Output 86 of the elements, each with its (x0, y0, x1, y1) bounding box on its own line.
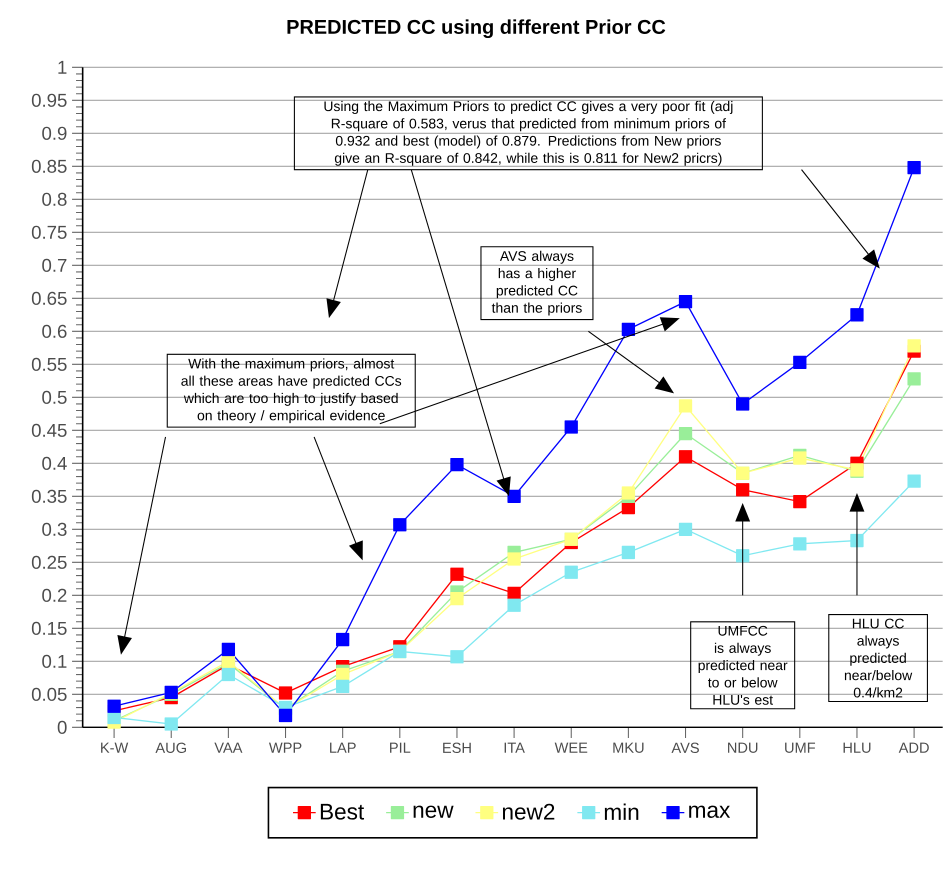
point (678, 450, 692, 464)
point (450, 650, 464, 664)
x-tick-label: PIL (390, 742, 410, 753)
chart-title: PREDICTED CC using different Prior CC (287, 19, 666, 38)
y-tick-label: 1 (58, 60, 66, 74)
x-tick-label: AUG (155, 742, 186, 753)
y-tick-label: 0.15 (32, 622, 67, 635)
legend-label: new2 (502, 804, 554, 820)
legend-label: new (414, 806, 454, 818)
point (907, 474, 921, 488)
x-tick-label: WEE (554, 742, 588, 753)
y-tick-label: 0.35 (32, 490, 67, 503)
point (507, 490, 521, 503)
y-tick-label: 0.3 (42, 522, 67, 536)
point (678, 294, 692, 308)
point (678, 399, 692, 413)
point (907, 339, 921, 352)
point (564, 566, 578, 579)
point (507, 598, 521, 612)
point (450, 458, 464, 472)
point (336, 668, 350, 682)
y-tick-label: 0.5 (42, 390, 67, 404)
y-tick-label: 0.6 (42, 324, 67, 338)
annotation: UMFCC is always predicted near to or below HLU's est (698, 626, 788, 705)
point (507, 552, 521, 566)
point (736, 483, 750, 496)
x-tick-label: ADD (898, 742, 929, 753)
y-tick-label: 0.45 (32, 424, 67, 437)
point (393, 518, 406, 532)
point (622, 486, 636, 500)
y-tick-label: 0.2 (42, 588, 66, 602)
point (564, 420, 578, 434)
point (107, 700, 121, 713)
point (736, 549, 750, 562)
x-tick-label: HLU (844, 742, 870, 753)
x-tick-label: K-W (101, 742, 128, 753)
point (278, 708, 292, 722)
y-tick-label: 0.8 (42, 192, 67, 206)
x-tick-label: VAA (214, 742, 242, 753)
legend-label: min (604, 803, 638, 820)
x-tick-label: LAP (330, 742, 356, 753)
x-tick-label: WPP (268, 742, 302, 753)
point (336, 680, 350, 694)
point (278, 686, 292, 700)
point (736, 397, 750, 411)
x-tick-label: MKU (613, 742, 644, 753)
y-tick-label: 0.9 (42, 126, 66, 140)
x-tick-label: NDU (728, 742, 758, 753)
y-tick-label: 0.7 (42, 258, 66, 272)
point (222, 642, 236, 656)
annotation: AVS always has a higher predicted CC than the priors (492, 250, 582, 316)
y-tick-label: 0.75 (32, 226, 67, 239)
y-tick-label: 0.95 (32, 94, 67, 107)
point (850, 308, 864, 322)
legend-label: Best (320, 804, 364, 820)
point (793, 494, 806, 508)
y-tick-label: 0.4 (42, 456, 67, 470)
x-tick-label: UMF (785, 742, 816, 753)
annotation: HLU CC always predicted near/below 0.4/km2 (844, 618, 912, 698)
point (336, 632, 350, 646)
point (678, 522, 692, 536)
y-tick-label: 0.85 (32, 160, 67, 173)
x-tick-label: ITA (504, 742, 525, 753)
legend-label: max (689, 806, 730, 818)
point (678, 426, 692, 440)
point (450, 568, 464, 581)
point (222, 668, 236, 682)
point (164, 717, 178, 731)
x-tick-label: AVS (671, 742, 699, 753)
annotation: With the maximum priors, almost all these areas have predicted CCs which are too high to justify based on theory / empirical evidence (181, 358, 402, 424)
y-tick-label: 0.55 (32, 358, 67, 371)
y-tick-label: 0.65 (32, 292, 67, 305)
point (907, 161, 921, 174)
y-tick-label: 0.25 (32, 556, 67, 569)
point (450, 592, 464, 606)
point (793, 537, 806, 550)
point (622, 546, 636, 560)
y-tick-label: 0 (58, 720, 67, 734)
point (622, 322, 636, 336)
annotation: Using the Maximum Priors to predict CC gives a very poor fit (adj R-square of 0.583, verus that predicted from minimum priors of 0.932 and best (model) of 0.879. Predictions from New priors give an R-square of 0.842, while this is 0.811 for New2 pricrs) (324, 100, 732, 166)
point (907, 372, 921, 386)
point (793, 451, 806, 465)
y-tick-label: 0.1 (42, 654, 66, 668)
y-tick-label: 0.05 (32, 688, 67, 701)
x-tick-label: ESH (443, 742, 471, 753)
point (793, 356, 806, 369)
